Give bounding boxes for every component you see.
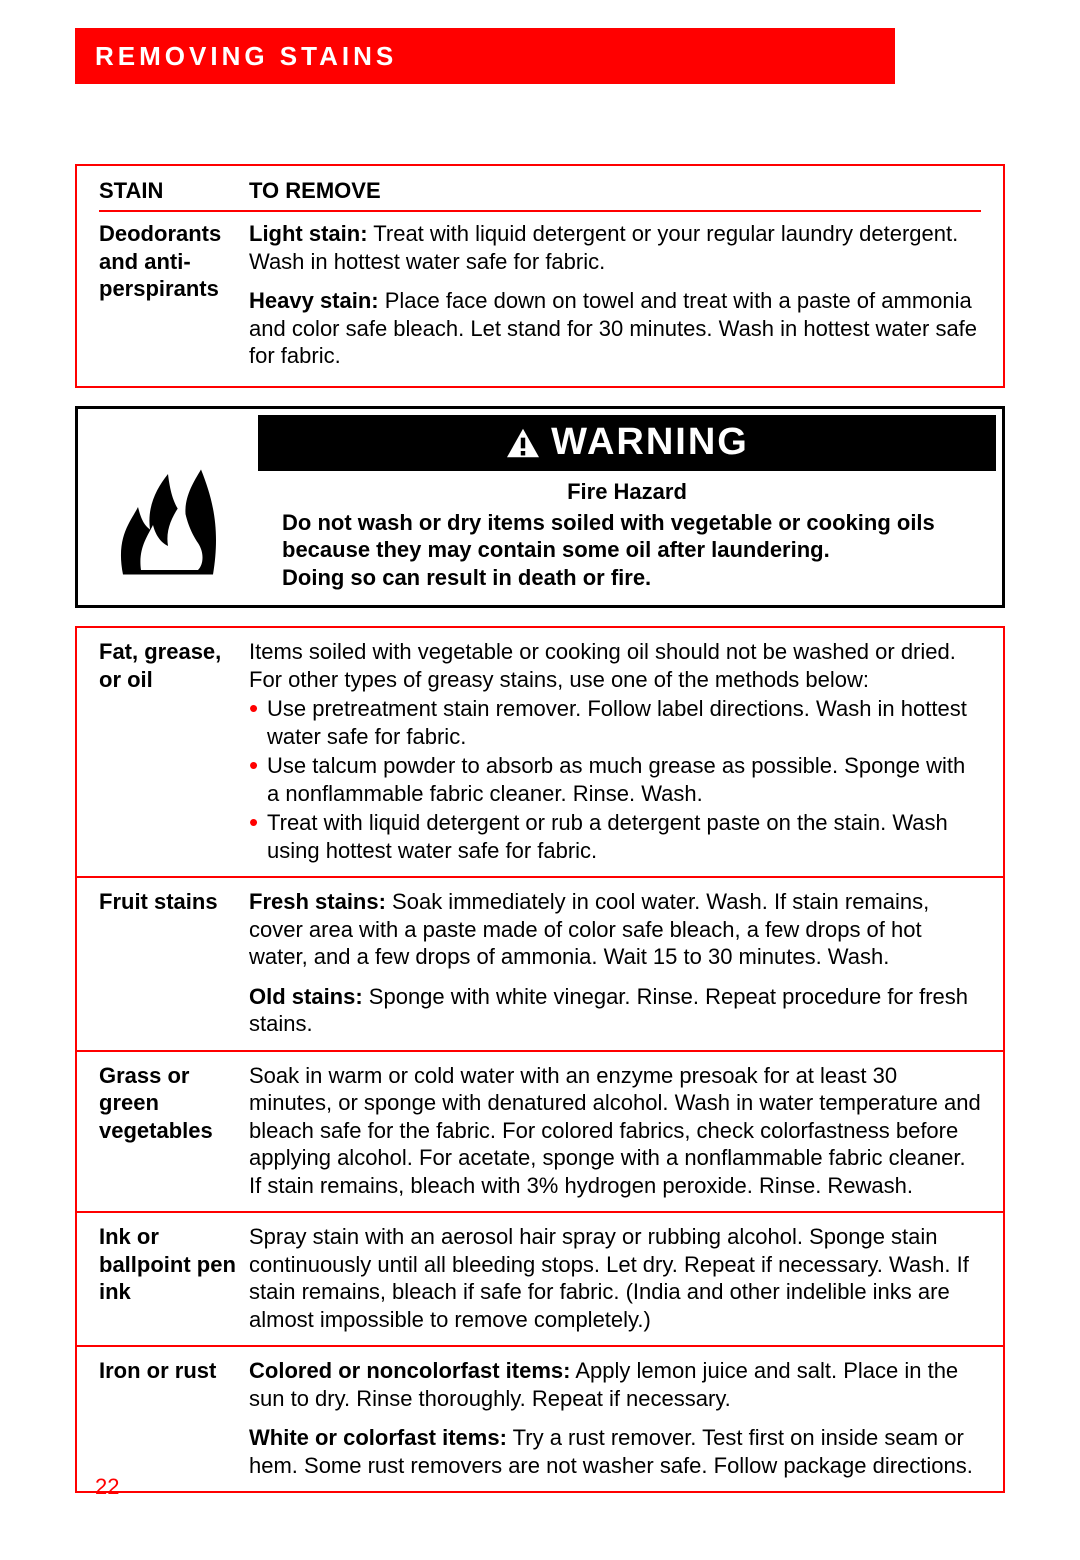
col-header-remove: TO REMOVE — [249, 178, 981, 204]
stain-name: Grass or green vegetables — [99, 1062, 249, 1200]
page-number: 22 — [95, 1474, 119, 1500]
warning-banner: WARNING — [258, 415, 996, 471]
stain-name: Fat, grease, or oil — [99, 638, 249, 864]
fresh-label: Fresh stains: — [249, 889, 386, 914]
stain-table-main: Fat, grease, or oil Items soiled with ve… — [75, 626, 1005, 1493]
old-stain-line: Old stains: Sponge with white vinegar. R… — [249, 983, 981, 1038]
warning-title: Fire Hazard — [282, 479, 972, 505]
stain-instructions: Light stain: Treat with liquid detergent… — [249, 220, 981, 370]
warning-p2: Doing so can result in death or fire. — [282, 564, 972, 592]
intro-text: Items soiled with vegetable or cooking o… — [249, 638, 981, 693]
list-item: Use pretreatment stain remover. Follow l… — [249, 695, 981, 750]
light-stain-line: Light stain: Treat with liquid detergent… — [249, 220, 981, 275]
fire-icon — [93, 432, 243, 582]
table-header-row: STAIN TO REMOVE — [99, 178, 981, 212]
table-row: Ink or ballpoint pen ink Spray stain wit… — [77, 1211, 1003, 1345]
warning-body: Fire Hazard Do not wash or dry items soi… — [258, 477, 996, 600]
stain-name: Ink or ballpoint pen ink — [99, 1223, 249, 1333]
light-stain-label: Light stain: — [249, 221, 368, 246]
heavy-stain-line: Heavy stain: Place face down on towel an… — [249, 287, 981, 370]
stain-instructions: Items soiled with vegetable or cooking o… — [249, 638, 981, 864]
section-header: REMOVING STAINS — [75, 28, 895, 84]
bullet-list: Use pretreatment stain remover. Follow l… — [249, 695, 981, 864]
fire-icon-container — [84, 415, 252, 600]
white-line: White or colorfast items: Try a rust rem… — [249, 1424, 981, 1479]
colored-line: Colored or noncolorfast items: Apply lem… — [249, 1357, 981, 1412]
stain-name: Fruit stains — [99, 888, 249, 1038]
stain-name: Deodorants and anti-perspirants — [99, 220, 249, 370]
stain-name: Iron or rust — [99, 1357, 249, 1479]
colored-label: Colored or noncolorfast items: — [249, 1358, 570, 1383]
stain-instructions: Spray stain with an aerosol hair spray o… — [249, 1223, 981, 1333]
white-label: White or colorfast items: — [249, 1425, 507, 1450]
table-row: Iron or rust Colored or noncolorfast ite… — [77, 1345, 1003, 1491]
stain-instructions: Fresh stains: Soak immediately in cool w… — [249, 888, 981, 1038]
table-row: Deodorants and anti-perspirants Light st… — [99, 220, 981, 370]
warning-box: WARNING Fire Hazard Do not wash or dry i… — [75, 406, 1005, 609]
section-title: REMOVING STAINS — [95, 41, 397, 72]
stain-instructions: Colored or noncolorfast items: Apply lem… — [249, 1357, 981, 1479]
col-header-stain: STAIN — [99, 178, 249, 204]
stain-table-deodorants: STAIN TO REMOVE Deodorants and anti-pers… — [75, 164, 1005, 388]
table-row: Grass or green vegetables Soak in warm o… — [77, 1050, 1003, 1212]
old-label: Old stains: — [249, 984, 363, 1009]
fresh-stain-line: Fresh stains: Soak immediately in cool w… — [249, 888, 981, 971]
table-row: Fruit stains Fresh stains: Soak immediat… — [77, 876, 1003, 1050]
warning-word: WARNING — [551, 421, 749, 464]
list-item: Treat with liquid detergent or rub a det… — [249, 809, 981, 864]
heavy-stain-label: Heavy stain: — [249, 288, 379, 313]
warning-triangle-icon — [505, 427, 541, 459]
table-row: Fat, grease, or oil Items soiled with ve… — [77, 628, 1003, 876]
warning-p1: Do not wash or dry items soiled with veg… — [282, 509, 972, 564]
stain-instructions: Soak in warm or cold water with an enzym… — [249, 1062, 981, 1200]
list-item: Use talcum powder to absorb as much grea… — [249, 752, 981, 807]
